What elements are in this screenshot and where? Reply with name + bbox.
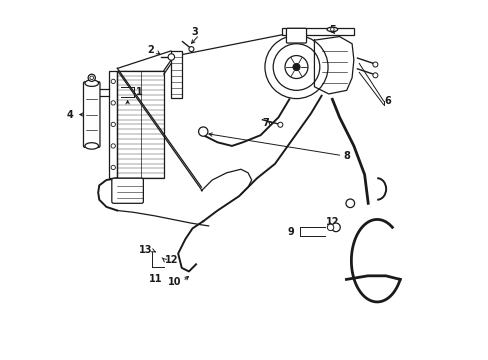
Circle shape	[372, 62, 377, 67]
Circle shape	[346, 199, 354, 208]
Circle shape	[330, 28, 333, 31]
Circle shape	[90, 76, 93, 80]
Bar	[109, 71, 117, 178]
Polygon shape	[314, 37, 353, 94]
Bar	[282, 28, 353, 35]
Text: 5: 5	[328, 26, 335, 35]
Circle shape	[111, 144, 115, 148]
Text: 4: 4	[66, 109, 73, 120]
Circle shape	[198, 127, 207, 136]
Bar	[117, 71, 163, 178]
Circle shape	[188, 46, 194, 51]
Text: 3: 3	[191, 27, 198, 37]
Circle shape	[292, 63, 300, 71]
Text: 12: 12	[164, 255, 178, 265]
Circle shape	[111, 101, 115, 105]
Circle shape	[326, 224, 333, 230]
Circle shape	[277, 122, 282, 127]
Circle shape	[88, 74, 95, 81]
Text: 2: 2	[147, 45, 154, 55]
Circle shape	[111, 79, 115, 84]
Text: 6: 6	[384, 96, 390, 106]
Text: 1: 1	[136, 87, 142, 97]
Ellipse shape	[85, 80, 99, 86]
Text: 13: 13	[138, 245, 152, 255]
Text: 11: 11	[148, 274, 162, 284]
Circle shape	[273, 44, 319, 90]
Bar	[171, 51, 182, 98]
Circle shape	[168, 54, 174, 60]
FancyBboxPatch shape	[83, 82, 100, 147]
Circle shape	[111, 165, 115, 170]
Circle shape	[285, 55, 307, 78]
Text: 12: 12	[325, 217, 339, 227]
FancyBboxPatch shape	[112, 178, 143, 203]
Ellipse shape	[85, 143, 99, 149]
Circle shape	[264, 36, 327, 99]
FancyBboxPatch shape	[286, 28, 306, 43]
Text: 9: 9	[286, 227, 293, 237]
Circle shape	[111, 122, 115, 127]
Circle shape	[372, 73, 377, 78]
Circle shape	[331, 223, 340, 231]
Text: 8: 8	[343, 150, 349, 161]
Text: 7: 7	[263, 118, 269, 128]
Text: 10: 10	[168, 277, 182, 287]
Ellipse shape	[326, 27, 337, 32]
